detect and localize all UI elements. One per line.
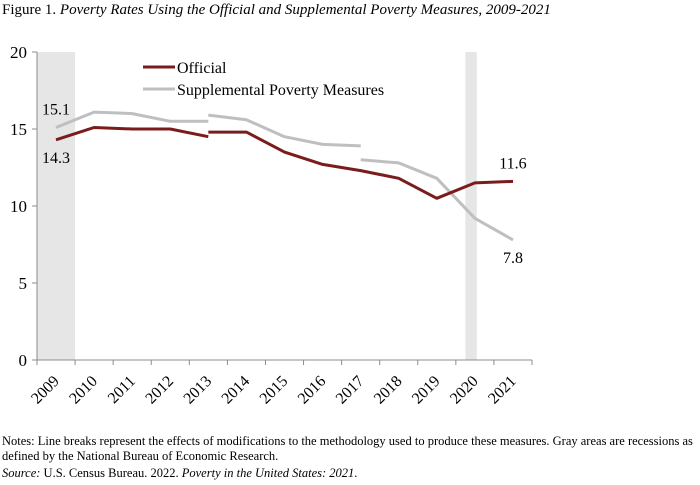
y-tick-label: 20: [10, 43, 27, 62]
y-tick-label: 10: [10, 197, 27, 216]
x-tick-label: 2012: [142, 373, 177, 408]
source-label: Source:: [2, 466, 41, 480]
recession-band: [37, 52, 76, 360]
figure-title: Figure 1. Poverty Rates Using the Offici…: [2, 2, 551, 19]
series-line-supplemental-poverty-measures: [360, 158, 514, 242]
legend-label: Official: [177, 60, 227, 77]
series-line-official: [55, 126, 209, 142]
x-tick-label: 2015: [257, 373, 292, 408]
x-tick-label: 2010: [66, 373, 101, 408]
y-tick-label: 0: [19, 351, 28, 370]
x-tick-label: 2011: [105, 373, 139, 407]
x-tick-label: 2014: [219, 373, 254, 408]
figure-label: Figure 1.: [2, 2, 57, 18]
x-tick-label: 2009: [28, 373, 63, 408]
series-line-supplemental-poverty-measures: [55, 110, 209, 129]
x-tick-label: 2017: [333, 373, 368, 408]
x-tick-label: 2020: [447, 373, 482, 408]
x-tick-label: 2021: [485, 373, 520, 408]
y-tick-label: 15: [10, 120, 27, 139]
series-line-supplemental-poverty-measures: [208, 113, 361, 148]
data-label: 7.8: [503, 250, 523, 267]
legend-label: Supplemental Poverty Measures: [177, 82, 384, 99]
figure-title-text: Poverty Rates Using the Official and Sup…: [59, 2, 551, 18]
data-label: 11.6: [499, 155, 526, 172]
x-tick-label: 2018: [371, 373, 406, 408]
series-line-official: [208, 130, 514, 200]
recession-band: [465, 52, 477, 360]
figure-source: Source: U.S. Census Bureau. 2022. Povert…: [2, 466, 357, 481]
source-end: .: [354, 466, 358, 480]
figure-notes: Notes: Line breaks represent the effects…: [2, 434, 693, 463]
source-title: Poverty in the United States: 2021: [181, 466, 355, 480]
x-tick-label: 2013: [181, 373, 216, 408]
x-tick-label: 2019: [409, 373, 444, 408]
x-tick-label: 2016: [295, 373, 330, 408]
data-label: 14.3: [42, 150, 70, 167]
data-label: 15.1: [42, 101, 70, 118]
source-citation: U.S. Census Bureau. 2022.: [43, 466, 179, 480]
y-tick-label: 5: [19, 274, 28, 293]
